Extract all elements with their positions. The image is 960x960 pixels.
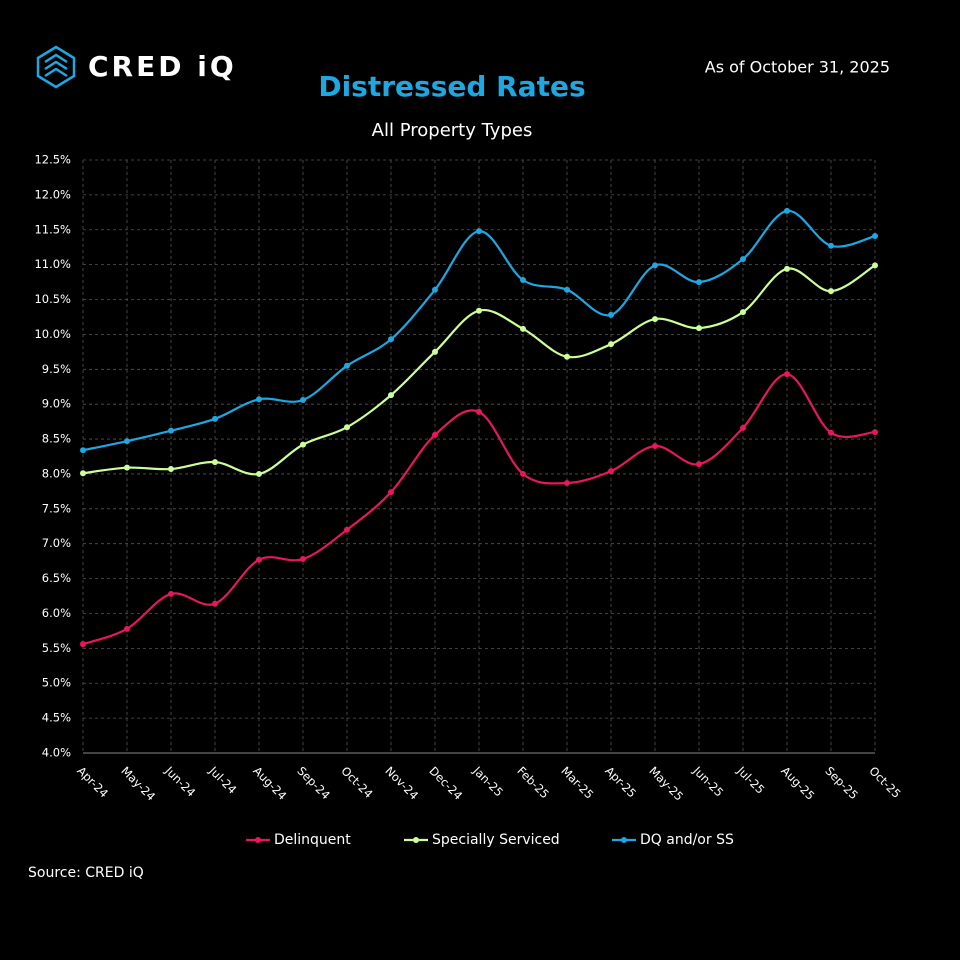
data-point [124,464,130,471]
data-point [80,447,86,454]
data-point [696,279,702,286]
y-tick-label: 12.0% [34,187,71,201]
data-point [300,556,306,563]
data-point [520,470,526,477]
y-tick-label: 8.5% [42,432,71,446]
data-point [432,431,438,438]
as-of-date: As of October 31, 2025 [705,58,890,77]
data-point [256,396,262,403]
data-point [476,228,482,235]
data-point [432,348,438,355]
data-point [476,307,482,314]
data-point [740,424,746,431]
data-point [300,396,306,403]
data-point [828,429,834,436]
data-point [80,470,86,477]
data-point [740,309,746,316]
data-point [652,316,658,323]
data-point [608,311,614,318]
y-tick-label: 7.5% [42,501,71,515]
data-point [564,286,570,293]
chart-subtitle: All Property Types [372,120,533,141]
y-tick-label: 8.0% [42,466,71,480]
y-tick-label: 4.5% [42,711,71,725]
legend-marker [621,837,627,843]
y-tick-label: 6.0% [42,606,71,620]
legend-marker [255,837,261,843]
y-tick-label: 5.0% [42,676,71,690]
data-point [696,461,702,468]
data-point [168,466,174,473]
y-tick-label: 5.5% [42,641,71,655]
data-point [212,415,218,422]
data-point [388,489,394,496]
data-point [432,286,438,293]
data-point [300,441,306,448]
data-point [608,468,614,475]
y-tick-label: 12.5% [34,153,71,167]
data-point [124,438,130,445]
y-tick-label: 9.5% [42,362,71,376]
y-tick-label: 6.5% [42,571,71,585]
data-point [344,526,350,533]
data-point [212,600,218,607]
data-point [476,408,482,415]
data-point [388,336,394,343]
data-point [168,427,174,434]
y-tick-label: 7.0% [42,536,71,550]
y-tick-label: 10.5% [34,292,71,306]
source: Source: CRED iQ [28,865,144,881]
chart-title: Distressed Rates [318,70,585,103]
legend-marker [413,837,419,843]
data-point [564,353,570,360]
data-point [608,341,614,348]
data-point [520,325,526,332]
data-point [124,625,130,632]
logo-text: CRED iQ [88,50,237,83]
data-point [784,371,790,378]
data-point [388,392,394,399]
y-tick-label: 11.0% [34,257,71,271]
data-point [872,429,878,436]
data-point [80,641,86,648]
y-tick-label: 4.0% [42,746,71,760]
data-point [828,288,834,295]
data-point [168,590,174,597]
data-point [872,233,878,240]
data-point [256,556,262,563]
y-tick-label: 11.5% [34,222,71,236]
data-point [344,362,350,369]
y-tick-label: 10.0% [34,327,71,341]
data-point [520,276,526,283]
data-point [784,207,790,214]
data-point [652,262,658,269]
legend-label: Delinquent [274,832,351,848]
y-tick-label: 9.0% [42,397,71,411]
legend-label: Specially Serviced [432,832,560,848]
data-point [344,424,350,431]
data-point [212,459,218,466]
data-point [828,242,834,249]
data-point [696,325,702,332]
data-point [740,256,746,263]
data-point [564,480,570,487]
data-point [652,443,658,450]
logo-icon [36,45,76,89]
data-point [872,262,878,269]
legend-label: DQ and/or SS [640,832,734,848]
data-point [256,470,262,477]
data-point [784,265,790,272]
